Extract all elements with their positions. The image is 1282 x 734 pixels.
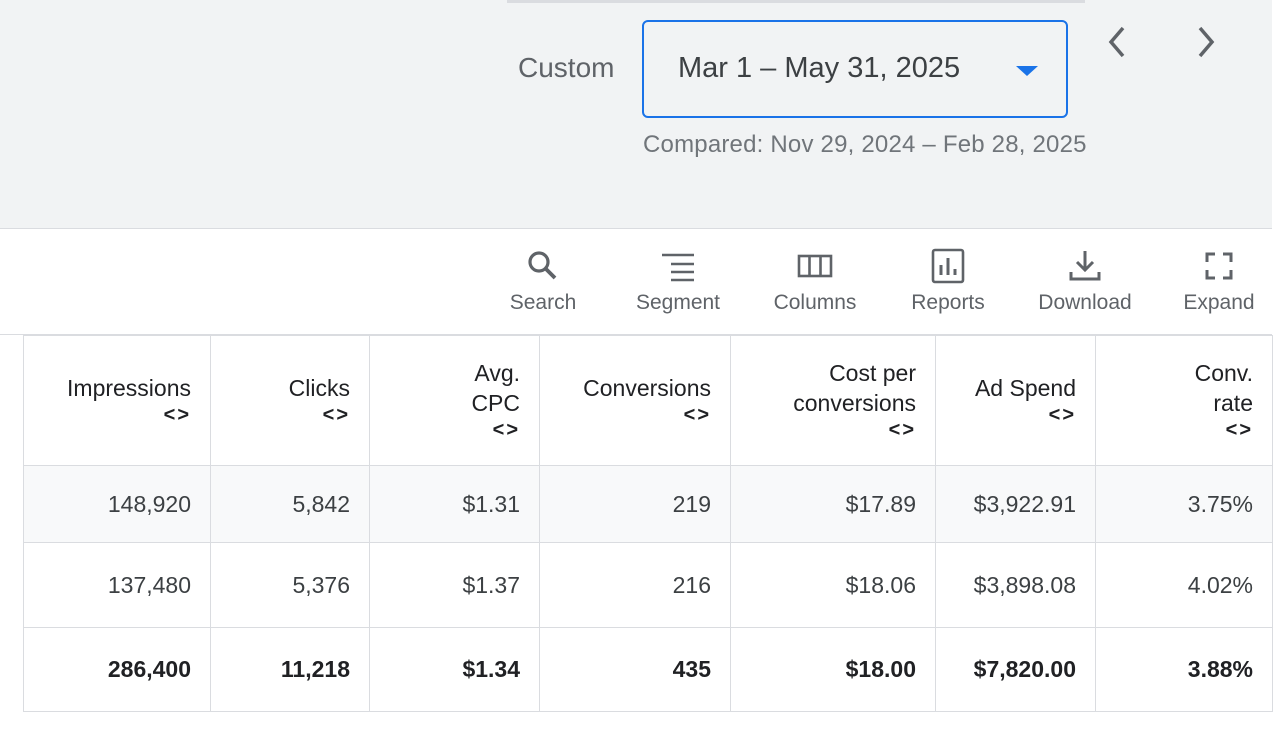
search-button[interactable]: Search <box>505 247 581 315</box>
column-header-cost-per-conversions[interactable]: Cost per conversions <> <box>730 335 936 466</box>
total-conv-rate: 3.88% <box>1095 627 1273 712</box>
date-range-value: Mar 1 – May 31, 2025 <box>678 52 961 84</box>
column-header-avg-cpc[interactable]: Avg. CPC <> <box>369 335 540 466</box>
download-button[interactable]: Download <box>1031 247 1139 315</box>
segment-icon <box>662 253 694 282</box>
cell-ad-spend: $3,898.08 <box>935 542 1096 628</box>
reports-button-label: Reports <box>911 291 985 314</box>
table-toolbar: Search Segment Columns Reports <box>0 229 1272 335</box>
divider <box>507 0 1085 3</box>
header-label: Conv. <box>1194 359 1253 386</box>
cell-clicks: 5,842 <box>210 465 370 543</box>
cell-cost-per-conversions: $18.06 <box>730 542 936 628</box>
sort-icon[interactable]: <> <box>492 419 520 442</box>
header-label: Ad Spend <box>974 374 1076 401</box>
columns-icon <box>797 254 833 278</box>
cell-conv-rate: 3.75% <box>1095 465 1273 543</box>
cell-conversions: 219 <box>539 465 731 543</box>
sort-icon[interactable]: <> <box>163 404 191 427</box>
header-label: rate <box>1213 389 1253 416</box>
cell-ad-spend: $3,922.91 <box>935 465 1096 543</box>
chevron-right-icon <box>1198 26 1215 58</box>
total-clicks: 11,218 <box>210 627 370 712</box>
cell-impressions: 148,920 <box>23 465 211 543</box>
columns-button[interactable]: Columns <box>767 247 863 315</box>
download-button-label: Download <box>1038 291 1132 314</box>
column-header-ad-spend[interactable]: Ad Spend <> <box>935 335 1096 466</box>
header-label: Avg. <box>474 359 520 386</box>
header-label: Conversions <box>583 374 711 401</box>
chevron-left-icon <box>1108 26 1125 58</box>
sort-icon[interactable]: <> <box>683 404 711 427</box>
segment-button[interactable]: Segment <box>629 247 727 315</box>
header-label: CPC <box>471 389 520 416</box>
table-row: 148,920 5,842 $1.31 219 $17.89 $3,922.91… <box>23 465 1273 543</box>
expand-icon <box>1205 252 1233 280</box>
reports-button[interactable]: Reports <box>904 247 992 315</box>
reports-icon <box>931 248 965 284</box>
search-button-label: Search <box>509 291 577 314</box>
header-label: Impressions <box>67 374 191 401</box>
total-conversions: 435 <box>539 627 731 712</box>
sort-icon[interactable]: <> <box>322 404 350 427</box>
column-header-clicks[interactable]: Clicks <> <box>210 335 370 466</box>
date-range-selector[interactable]: Mar 1 – May 31, 2025 <box>642 20 1068 118</box>
table-row: 137,480 5,376 $1.37 216 $18.06 $3,898.08… <box>23 542 1273 628</box>
cell-cost-per-conversions: $17.89 <box>730 465 936 543</box>
header-label: conversions <box>793 389 916 416</box>
previous-period-button[interactable] <box>1097 20 1137 64</box>
column-header-impressions[interactable]: Impressions <> <box>23 335 211 466</box>
download-icon <box>1069 251 1101 281</box>
cell-conversions: 216 <box>539 542 731 628</box>
column-header-conv-rate[interactable]: Conv. rate <> <box>1095 335 1273 466</box>
columns-button-label: Columns <box>773 291 857 314</box>
cell-conv-rate: 4.02% <box>1095 542 1273 628</box>
table-header-row: Impressions <> Clicks <> Avg. CPC <> Con… <box>23 335 1273 466</box>
expand-button-label: Expand <box>1183 291 1255 314</box>
comparison-range-text: Compared: Nov 29, 2024 – Feb 28, 2025 <box>643 131 1087 158</box>
dropdown-caret-icon <box>1016 66 1038 76</box>
date-range-type-label: Custom <box>518 52 615 83</box>
header-label: Clicks <box>288 374 350 401</box>
sort-icon[interactable]: <> <box>1048 404 1076 427</box>
cell-clicks: 5,376 <box>210 542 370 628</box>
date-range-header: Custom Mar 1 – May 31, 2025 Compared: No… <box>0 0 1272 229</box>
cell-avg-cpc: $1.37 <box>369 542 540 628</box>
metrics-table: Impressions <> Clicks <> Avg. CPC <> Con… <box>23 335 1273 712</box>
table-total-row: 286,400 11,218 $1.34 435 $18.00 $7,820.0… <box>23 627 1273 712</box>
total-cost-per-conversions: $18.00 <box>730 627 936 712</box>
column-header-conversions[interactable]: Conversions <> <box>539 335 731 466</box>
total-avg-cpc: $1.34 <box>369 627 540 712</box>
sort-icon[interactable]: <> <box>1225 419 1253 442</box>
expand-button[interactable]: Expand <box>1178 247 1260 315</box>
segment-button-label: Segment <box>635 291 721 314</box>
header-label: Cost per <box>829 359 916 386</box>
next-period-button[interactable] <box>1186 20 1226 64</box>
cell-avg-cpc: $1.31 <box>369 465 540 543</box>
sort-icon[interactable]: <> <box>888 419 916 442</box>
total-impressions: 286,400 <box>23 627 211 712</box>
cell-impressions: 137,480 <box>23 542 211 628</box>
total-ad-spend: $7,820.00 <box>935 627 1096 712</box>
search-icon <box>528 251 557 280</box>
